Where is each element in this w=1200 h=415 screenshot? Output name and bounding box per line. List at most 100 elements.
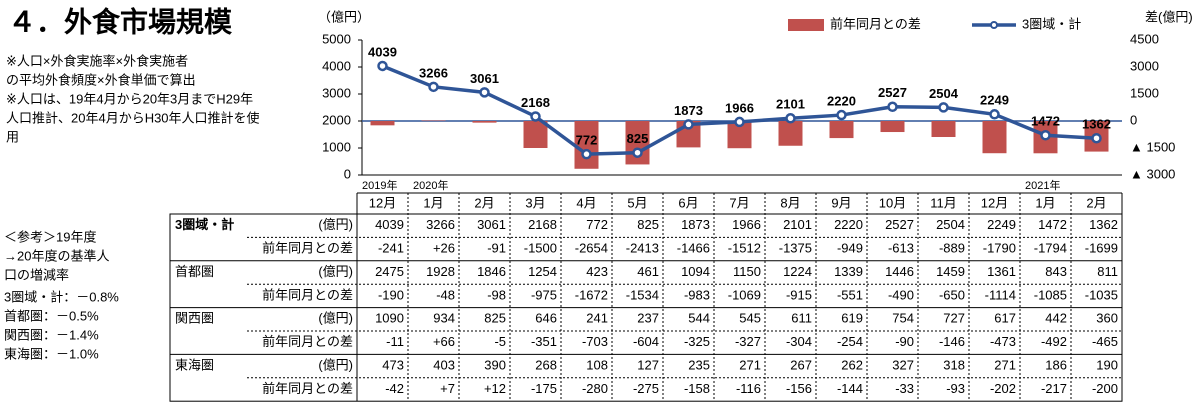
- cell: 843: [1045, 264, 1067, 279]
- data-label: 3266: [419, 65, 448, 80]
- x-tick-label: 2月: [1086, 195, 1106, 210]
- cell: -604: [633, 334, 659, 349]
- cell: -1035: [1085, 287, 1118, 302]
- cell: 2220: [834, 217, 863, 232]
- cell: +7: [440, 381, 455, 396]
- cell: 127: [637, 358, 659, 373]
- cell: 318: [943, 358, 965, 373]
- marker: [1040, 130, 1051, 141]
- y-tick-label: 1000: [322, 139, 351, 154]
- cell: -490: [888, 287, 914, 302]
- cell: -983: [684, 287, 710, 302]
- bar: [880, 121, 905, 133]
- cell: -650: [939, 287, 965, 302]
- data-label: 2101: [776, 97, 805, 112]
- cell: 186: [1045, 358, 1067, 373]
- row-label: 東海圏: [175, 358, 214, 373]
- cell: -202: [990, 381, 1016, 396]
- cell: 1361: [987, 264, 1016, 279]
- data-label: 2220: [827, 93, 856, 108]
- cell: 1094: [681, 264, 710, 279]
- cell: 1254: [528, 264, 557, 279]
- data-label: 2527: [878, 85, 907, 100]
- cell: 825: [637, 217, 659, 232]
- data-label: 1873: [674, 103, 703, 118]
- cell: -175: [531, 381, 557, 396]
- cell: 1966: [732, 217, 761, 232]
- cell: -473: [990, 334, 1016, 349]
- cell: 611: [791, 311, 812, 326]
- cell: -190: [378, 287, 404, 302]
- x-tick-label: 1月: [423, 195, 443, 210]
- cell: 617: [994, 311, 1016, 326]
- marker: [1091, 132, 1102, 144]
- marker: [428, 81, 439, 93]
- cell: 271: [994, 358, 1016, 373]
- bar: [523, 121, 548, 148]
- y2-tick-label: 0: [1130, 112, 1137, 127]
- data-label: 772: [576, 133, 598, 148]
- cell: -158: [684, 381, 710, 396]
- y-tick-label: 2000: [322, 112, 351, 127]
- marker: [581, 148, 592, 160]
- y2-axis-label: 差(億円): [1145, 9, 1193, 24]
- bar: [574, 121, 599, 169]
- bar: [472, 121, 497, 123]
- cell: -217: [1041, 381, 1067, 396]
- reference-item: 首都圏：－0.5%: [4, 308, 99, 323]
- row-unit: (億円): [318, 358, 353, 373]
- cell: 473: [382, 358, 404, 373]
- cell: 267: [790, 358, 812, 373]
- data-label: 1472: [1031, 114, 1060, 129]
- cell: -1512: [728, 241, 761, 256]
- row-unit: (億円): [318, 217, 353, 232]
- row-label: 前年同月との差: [262, 287, 353, 302]
- cell: -42: [385, 381, 404, 396]
- cell: 241: [586, 311, 608, 326]
- cell: 1459: [936, 264, 965, 279]
- cell: 190: [1096, 358, 1118, 373]
- cell: 646: [535, 311, 557, 326]
- bar: [829, 121, 854, 139]
- cell: -48: [436, 287, 455, 302]
- row-unit: (億円): [318, 311, 353, 326]
- cell: -144: [837, 381, 863, 396]
- row-label: 前年同月との差: [262, 334, 353, 349]
- y2-tick-label: 1500: [1130, 85, 1159, 100]
- cell: 2249: [987, 217, 1016, 232]
- cell: -304: [786, 334, 812, 349]
- x-tick-label: 8月: [780, 195, 800, 210]
- marker: [734, 116, 745, 128]
- cell: -200: [1092, 381, 1118, 396]
- bar: [931, 121, 956, 138]
- data-label: 1966: [725, 100, 754, 115]
- cell: 619: [841, 311, 863, 326]
- cell: -5: [494, 334, 506, 349]
- cell: 2101: [783, 217, 812, 232]
- y2-tick-label: ▲ 1500: [1130, 139, 1175, 154]
- cell: -703: [582, 334, 608, 349]
- note: の平均外食頻度×外食単価で算出: [6, 72, 196, 87]
- reference-item: 3圏域・計：－0.8%: [4, 289, 119, 304]
- cell: 811: [1097, 264, 1118, 279]
- data-label: 2168: [521, 95, 550, 110]
- cell: 2527: [885, 217, 914, 232]
- legend-marker: [990, 21, 998, 29]
- y-tick-label: 3000: [322, 85, 351, 100]
- cell: 754: [892, 311, 914, 326]
- marker: [377, 60, 388, 72]
- cell: -889: [939, 241, 965, 256]
- x-tick-label: 9月: [831, 195, 851, 210]
- cell: 3061: [477, 217, 506, 232]
- cell: 772: [586, 217, 608, 232]
- cell: +66: [433, 334, 455, 349]
- cell: -98: [487, 287, 506, 302]
- cell: 1224: [783, 264, 812, 279]
- data-label: 825: [627, 131, 649, 146]
- cell: 1873: [681, 217, 710, 232]
- cell: -90: [895, 334, 914, 349]
- data-label: 3061: [470, 71, 499, 86]
- cell: 268: [535, 358, 557, 373]
- x-tick-label: 12月: [981, 195, 1008, 210]
- cell: 2475: [375, 264, 404, 279]
